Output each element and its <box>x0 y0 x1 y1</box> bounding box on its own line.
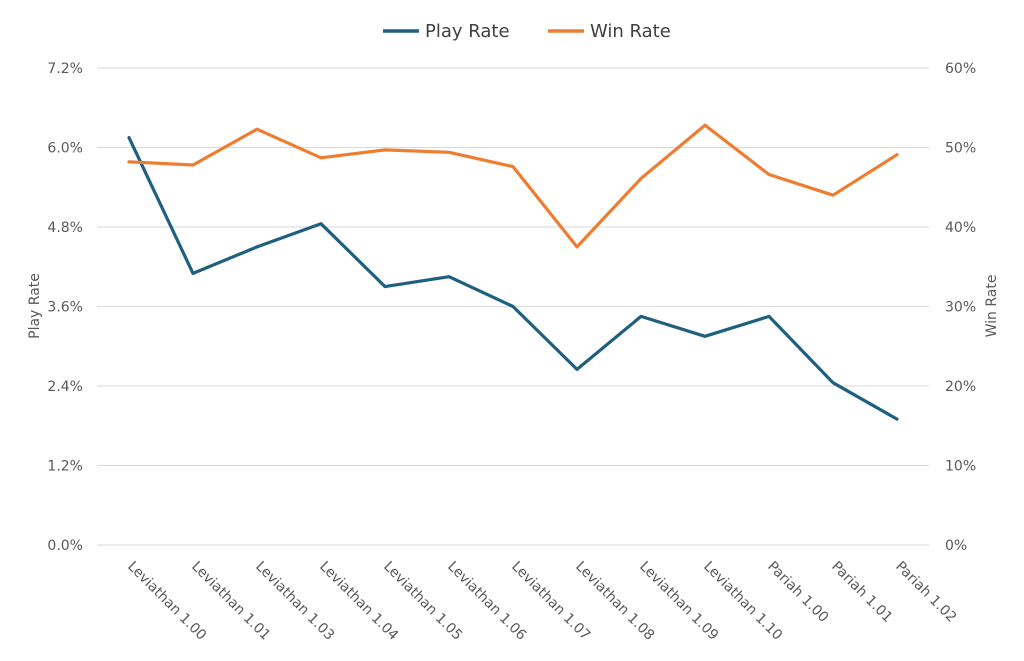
y2-tick-label: 50% <box>945 141 976 157</box>
series-lines <box>127 123 899 421</box>
right-axis-ticks: 0% 10% 20% 30% 40% 50% 60% <box>945 61 976 554</box>
y-axis-title: Play Rate <box>27 273 43 339</box>
y-tick-label: 1.2% <box>47 459 83 475</box>
y2-tick-label: 0% <box>945 538 967 554</box>
y2-tick-label: 40% <box>945 220 976 236</box>
y-tick-label: 6.0% <box>47 141 83 157</box>
y2-axis-title: Win Rate <box>984 275 1000 338</box>
legend-label-win-rate: Win Rate <box>590 21 671 42</box>
y-tick-label: 7.2% <box>47 61 83 77</box>
y-tick-label: 2.4% <box>47 379 83 395</box>
legend: Play Rate Win Rate <box>383 21 671 42</box>
y-tick-label: 3.6% <box>47 300 83 316</box>
legend-label-play-rate: Play Rate <box>425 21 510 42</box>
y-tick-label: 4.8% <box>47 220 83 236</box>
y-tick-label: 0.0% <box>47 538 83 554</box>
gridlines <box>97 67 929 546</box>
y2-tick-label: 20% <box>945 379 976 395</box>
y2-tick-label: 10% <box>945 459 976 475</box>
left-axis-ticks: 0.0% 1.2% 2.4% 3.6% 4.8% 6.0% 7.2% <box>47 61 83 554</box>
win-rate-line <box>127 123 899 249</box>
y2-tick-label: 60% <box>945 61 976 77</box>
play-rate-line <box>127 136 899 421</box>
y2-tick-label: 30% <box>945 300 976 316</box>
